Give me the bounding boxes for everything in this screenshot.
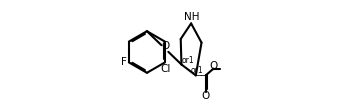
Text: or1: or1 [190,66,203,75]
Text: or1: or1 [181,56,194,65]
Text: O: O [161,41,169,51]
Text: O: O [202,91,210,101]
Text: Cl: Cl [160,64,170,74]
Text: O: O [210,61,218,71]
Text: F: F [121,57,127,67]
Text: NH: NH [184,12,199,22]
